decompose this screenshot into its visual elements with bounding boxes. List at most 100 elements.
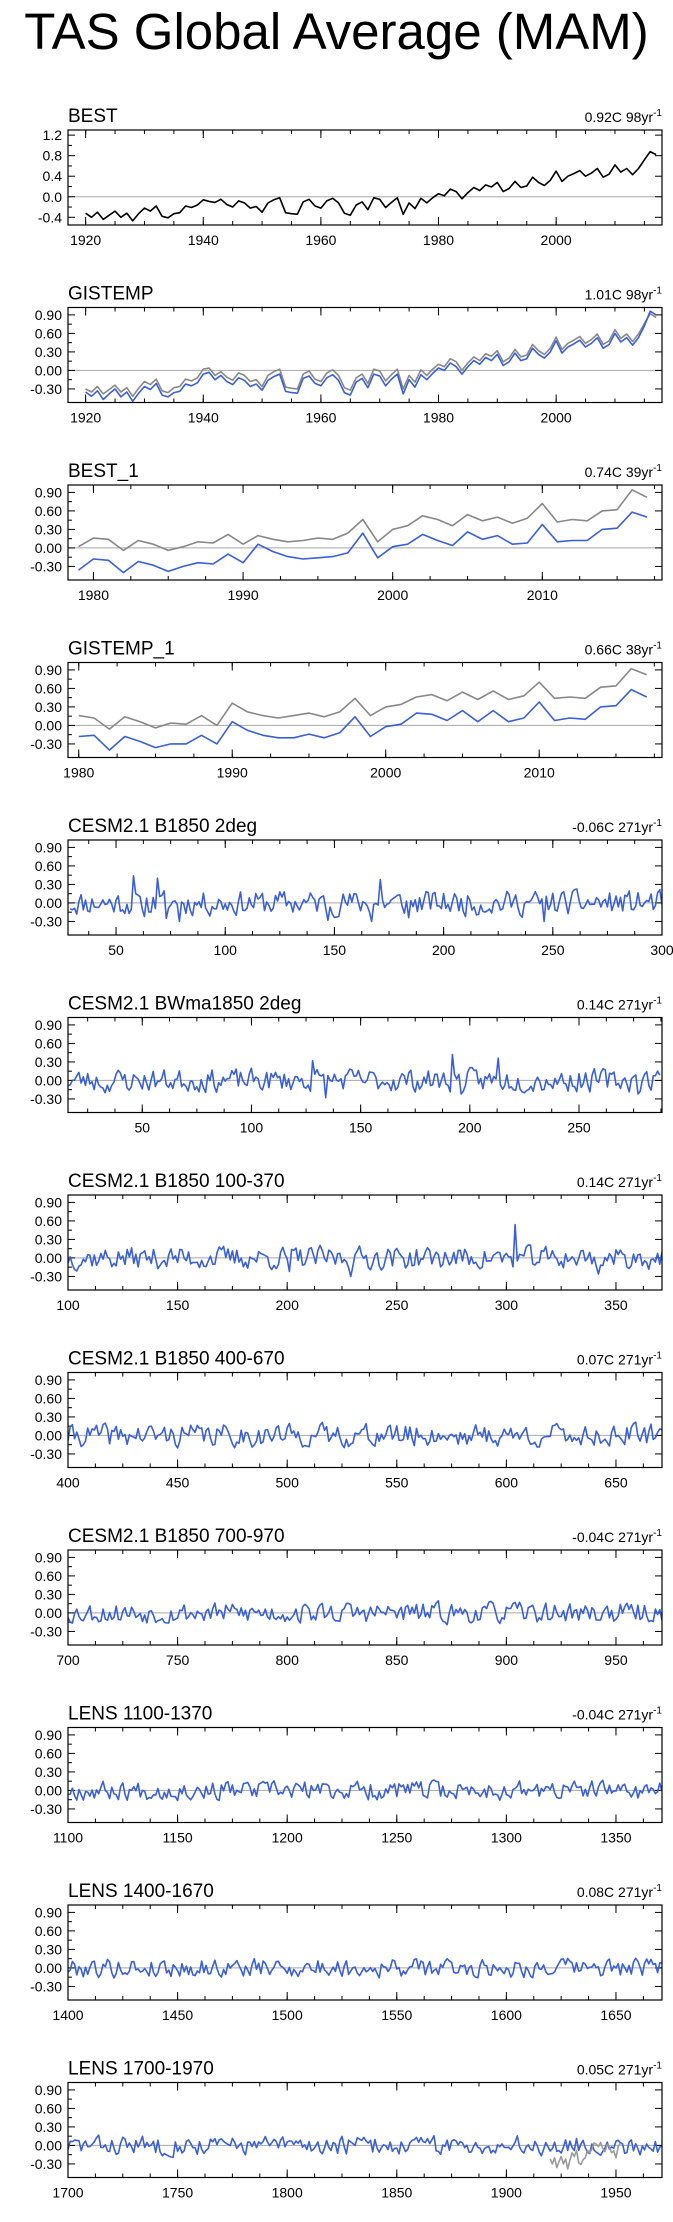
y-tick-label: 0.00 [35,2137,62,2153]
series-line [85,150,657,222]
plot-frame [67,306,663,404]
x-tick-label: 2010 [524,765,555,781]
x-tick-label: 400 [56,1475,80,1491]
series-line [549,2141,622,2170]
x-tick-label: 450 [166,1475,190,1491]
chart-title: LENS 1100-1370 [68,1704,212,1725]
y-tick-label: 0.60 [35,1568,62,1584]
x-tick-label: 1600 [491,2007,522,2023]
x-tick-label: 1960 [305,232,336,248]
series-line [69,874,662,923]
x-tick-label: 100 [214,942,238,958]
x-tick-label: 250 [385,1297,409,1313]
series-line [78,511,648,574]
y-tick-label: 0.30 [35,2119,62,2135]
x-tick-label: 1990 [217,765,248,781]
trend-label: -0.06C 271yr-1 [572,818,662,835]
y-tick-label: 0.60 [35,1390,62,1406]
trend-label: 0.07C 271yr-1 [577,1351,663,1368]
y-tick-label: 0.90 [35,307,62,323]
x-tick-label: 2000 [377,587,408,603]
x-tick-label: 1250 [381,1830,412,1846]
y-tick-label: 0.60 [35,858,62,874]
x-tick-label: 1850 [381,2185,412,2201]
trend-label: 0.74C 39yr-1 [585,463,663,480]
series-line [68,1223,662,1278]
x-tick-label: 1650 [600,2007,631,2023]
y-tick-label: 1.2 [43,127,63,143]
plot-frame [67,1016,663,1114]
series-line [68,1600,662,1626]
chart-title: CESM2.1 B1850 100-370 [68,1171,285,1192]
y-tick-label: -0.30 [30,1091,62,1107]
series-line [68,2134,662,2158]
chart-panel: GISTEMP 1.01C 98yr-1 -0.30 0.00 0.30 0.60 0.90… [30,284,663,426]
x-tick-label: 2000 [370,765,401,781]
y-tick-label: -0.30 [30,381,62,397]
chart-panel: CESM2.1 B1850 100-370 0.14C 271yr-1 -0.30 0… [30,1171,663,1313]
x-tick-label: 850 [385,1652,409,1668]
series-line [85,310,657,403]
x-tick-label: 200 [458,1120,482,1136]
y-tick-label: 0.60 [35,503,62,519]
y-tick-label: 0.90 [35,2082,62,2098]
x-tick-label: 750 [166,1652,190,1668]
y-tick-label: 0.00 [35,540,62,556]
y-tick-label: 0.90 [35,484,62,500]
x-tick-label: 1980 [63,765,94,781]
y-tick-label: 0.60 [35,325,62,341]
y-tick-label: 0.90 [35,1372,62,1388]
trend-label: 0.08C 271yr-1 [577,1883,663,1900]
x-tick-label: 800 [276,1652,300,1668]
x-tick-label: 1980 [423,410,454,426]
x-tick-label: 1960 [305,410,336,426]
y-tick-label: 0.00 [35,1605,62,1621]
x-tick-label: 100 [56,1297,80,1313]
y-tick-label: -0.30 [30,736,62,752]
y-tick-label: 0.90 [35,1727,62,1743]
plot-frame [67,1726,663,1824]
y-tick-label: 0.00 [35,1250,62,1266]
y-tick-label: 0.30 [35,699,62,715]
y-tick-label: 0.30 [35,1941,62,1957]
chart-title: BEST [68,106,118,127]
trend-label: 0.14C 271yr-1 [577,1173,663,1190]
page-title: TAS Global Average (MAM) [24,3,649,60]
y-tick-label: 0.0 [43,189,63,205]
chart-panel: CESM2.1 BWma1850 2deg 0.14C 271yr-1 -0.30 0… [30,994,663,1136]
y-tick-label: -0.30 [30,558,62,574]
x-tick-label: 250 [567,1120,591,1136]
y-tick-label: 0.00 [35,362,62,378]
y-tick-label: 0.60 [35,1035,62,1051]
y-tick-label: 0.4 [43,168,63,184]
x-tick-label: 2010 [527,587,558,603]
x-tick-label: 1920 [70,232,101,248]
y-tick-label: 0.00 [35,1072,62,1088]
x-tick-label: 350 [604,1297,628,1313]
chart-panel: CESM2.1 B1850 400-670 0.07C 271yr-1 -0.30 0… [30,1349,663,1491]
x-tick-label: 150 [349,1120,373,1136]
x-tick-label: 200 [432,942,456,958]
chart-title: LENS 1700-1970 [68,2059,214,2080]
x-tick-label: 1150 [163,1830,193,1846]
chart-title: CESM2.1 B1850 400-670 [68,1349,285,1370]
series-line [78,688,648,751]
y-tick-label: 0.30 [35,876,62,892]
plot-frame [67,1194,663,1291]
y-tick-label: 0.60 [35,1213,62,1229]
x-tick-label: 1450 [162,2007,193,2023]
y-tick-label: 0.00 [35,1960,62,1976]
x-tick-label: 1300 [491,1830,522,1846]
chart-panel: LENS 1400-1670 0.08C 271yr-1 -0.30 0.00 0.30… [30,1881,663,2023]
series-line [85,312,657,398]
chart-panel: LENS 1100-1370 -0.04C 271yr-1 -0.30 0.00 0.3… [30,1704,663,1846]
x-tick-label: 600 [495,1475,519,1491]
trend-label: 0.05C 271yr-1 [577,2061,663,2078]
y-tick-label: -0.30 [30,1978,62,1994]
trend-label: 0.14C 271yr-1 [577,996,663,1013]
x-tick-label: 50 [108,942,124,958]
chart-panel: LENS 1700-1970 0.05C 271yr-1 -0.30 0.00 0.30… [30,2059,663,2201]
y-tick-label: 0.60 [35,1745,62,1761]
y-tick-label: 0.90 [35,1194,62,1210]
